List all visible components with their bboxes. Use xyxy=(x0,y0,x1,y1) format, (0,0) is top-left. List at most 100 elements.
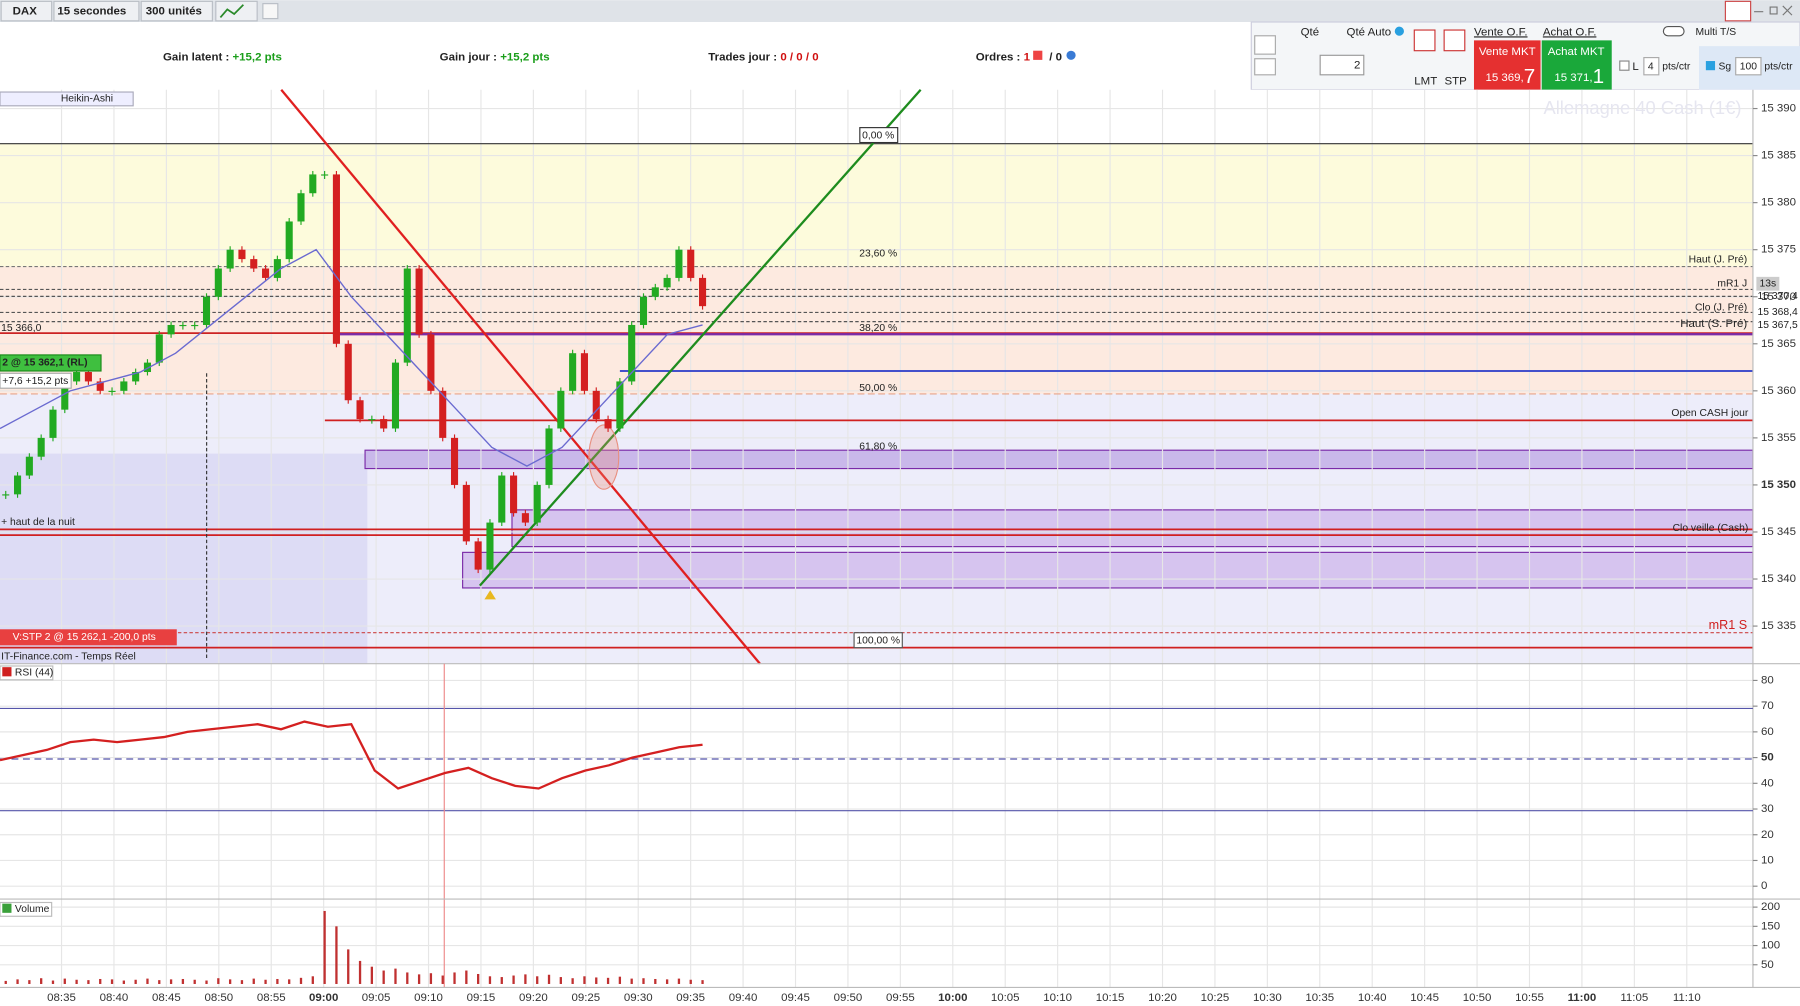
axis-tag: 15 370,4 xyxy=(1758,291,1798,302)
y-tick-label: 15 335 xyxy=(1761,620,1796,632)
buy-mkt-button[interactable] xyxy=(1541,40,1612,90)
watermark: Allemagne 40 Cash (1€) xyxy=(1543,97,1741,118)
rsi-icon xyxy=(2,667,12,677)
x-tick-label: 09:35 xyxy=(676,992,705,1004)
candle xyxy=(167,324,175,335)
sg-checkbox[interactable] xyxy=(1705,61,1716,71)
candle xyxy=(226,249,234,269)
stp-button[interactable] xyxy=(1443,29,1466,52)
panel-title: Heikin-Ashi xyxy=(61,94,113,105)
stop-box[interactable] xyxy=(0,629,177,646)
candle xyxy=(403,268,411,363)
candle xyxy=(344,343,352,401)
volume-bar xyxy=(75,979,78,984)
candle xyxy=(273,259,281,278)
x-tick-label: 09:00 xyxy=(309,992,338,1004)
candle xyxy=(96,381,104,391)
volume-bar xyxy=(500,977,503,984)
l-input[interactable] xyxy=(1643,57,1660,76)
volume-bar xyxy=(99,978,102,984)
volume-bar xyxy=(701,980,704,984)
candle xyxy=(391,362,400,429)
rsi-series xyxy=(0,720,703,790)
multi-ts-toggle[interactable] xyxy=(1662,26,1685,37)
l-checkbox[interactable] xyxy=(1619,60,1630,71)
sg-value: 100 xyxy=(1740,62,1757,73)
volume-bar xyxy=(571,978,574,984)
x-tick-label: 09:05 xyxy=(362,992,391,1004)
price-axis xyxy=(1752,89,1800,1006)
stat-gain-latent: Gain latent : +15,2 pts xyxy=(163,52,282,64)
x-tick-label: 10:00 xyxy=(938,992,967,1004)
lmt-button[interactable] xyxy=(1413,29,1436,52)
y-tick-label: 50 xyxy=(1761,752,1774,764)
sell-mkt-button[interactable] xyxy=(1473,40,1541,90)
trend-line xyxy=(478,88,922,587)
panel-title: Volume xyxy=(15,904,50,915)
stats-bar xyxy=(0,22,1252,90)
sell-of-label[interactable]: Vente O.F. xyxy=(1474,26,1528,38)
buy-mkt-label: Achat MKT xyxy=(1548,46,1605,58)
sg-input[interactable] xyxy=(1735,57,1762,76)
multi-ts-label: Multi T/S xyxy=(1696,27,1737,38)
purple-zone xyxy=(462,551,1754,589)
candle xyxy=(510,475,518,514)
volume-bar xyxy=(87,980,90,984)
zone-peach xyxy=(0,266,1753,394)
volume-series xyxy=(4,910,704,984)
period-select[interactable] xyxy=(53,0,140,22)
timer: 13s xyxy=(1760,278,1777,289)
y-tick-label: 200 xyxy=(1761,901,1780,913)
cancel-icon[interactable] xyxy=(1033,50,1043,60)
y-tick-label: 15 390 xyxy=(1761,103,1796,115)
tool-button[interactable] xyxy=(1254,35,1276,55)
keyboard-button[interactable] xyxy=(1254,58,1276,76)
purple-zone xyxy=(511,509,1754,548)
y-tick-label: 0 xyxy=(1761,880,1767,892)
volume-bar xyxy=(323,910,326,984)
l-value: 4 xyxy=(1648,62,1654,73)
qty-input[interactable] xyxy=(1319,54,1365,76)
rsi-line xyxy=(0,720,703,790)
fib-box xyxy=(853,632,903,649)
volume-bar xyxy=(642,978,645,984)
position-box[interactable] xyxy=(0,354,102,372)
y-tick-label: 15 365 xyxy=(1761,338,1796,350)
refresh-button[interactable] xyxy=(1724,0,1752,22)
volume-icon xyxy=(2,903,12,913)
position-price: 15 366,0 xyxy=(1,323,41,334)
buy-of-label[interactable]: Achat O.F. xyxy=(1543,26,1597,38)
level-label: Clo (J. Pré) xyxy=(1695,303,1747,314)
qty-auto-help[interactable] xyxy=(1394,26,1404,36)
stat-trades-jour: Trades jour : 0 / 0 / 0 xyxy=(708,52,818,64)
x-tick-label: 09:45 xyxy=(781,992,810,1004)
candle xyxy=(486,522,494,570)
axis-tag: 15 368,4 xyxy=(1758,307,1798,318)
x-tick-label: 10:25 xyxy=(1201,992,1230,1004)
candle xyxy=(521,513,529,523)
candle xyxy=(533,484,541,523)
candle xyxy=(202,296,211,325)
window-controls[interactable] xyxy=(1754,5,1793,16)
candle xyxy=(415,268,423,335)
y-tick-label: 15 340 xyxy=(1761,573,1796,585)
x-tick-label: 10:10 xyxy=(1043,992,1072,1004)
x-tick-label: 09:40 xyxy=(729,992,758,1004)
volume-bar xyxy=(618,976,622,984)
volume-bar xyxy=(228,979,232,984)
volume-bar xyxy=(146,978,149,984)
volume-bar xyxy=(51,980,55,984)
volume-bar xyxy=(394,968,397,984)
info-button[interactable] xyxy=(262,3,279,20)
units-select[interactable] xyxy=(140,0,213,22)
fib-labels: 0,00 % 23,60 % 38,20 % 50,00 % 61,80 % 1… xyxy=(853,127,903,649)
x-tick-label: 09:55 xyxy=(886,992,915,1004)
settings-icon[interactable] xyxy=(1066,50,1076,60)
level-label: mR1 S xyxy=(1709,618,1748,632)
y-tick-label: 70 xyxy=(1761,700,1774,712)
volume-bar xyxy=(417,974,421,984)
instrument-select[interactable] xyxy=(0,0,53,22)
x-tick-label: 08:45 xyxy=(152,992,181,1004)
sell-price: 15 369,7 xyxy=(1485,66,1535,89)
